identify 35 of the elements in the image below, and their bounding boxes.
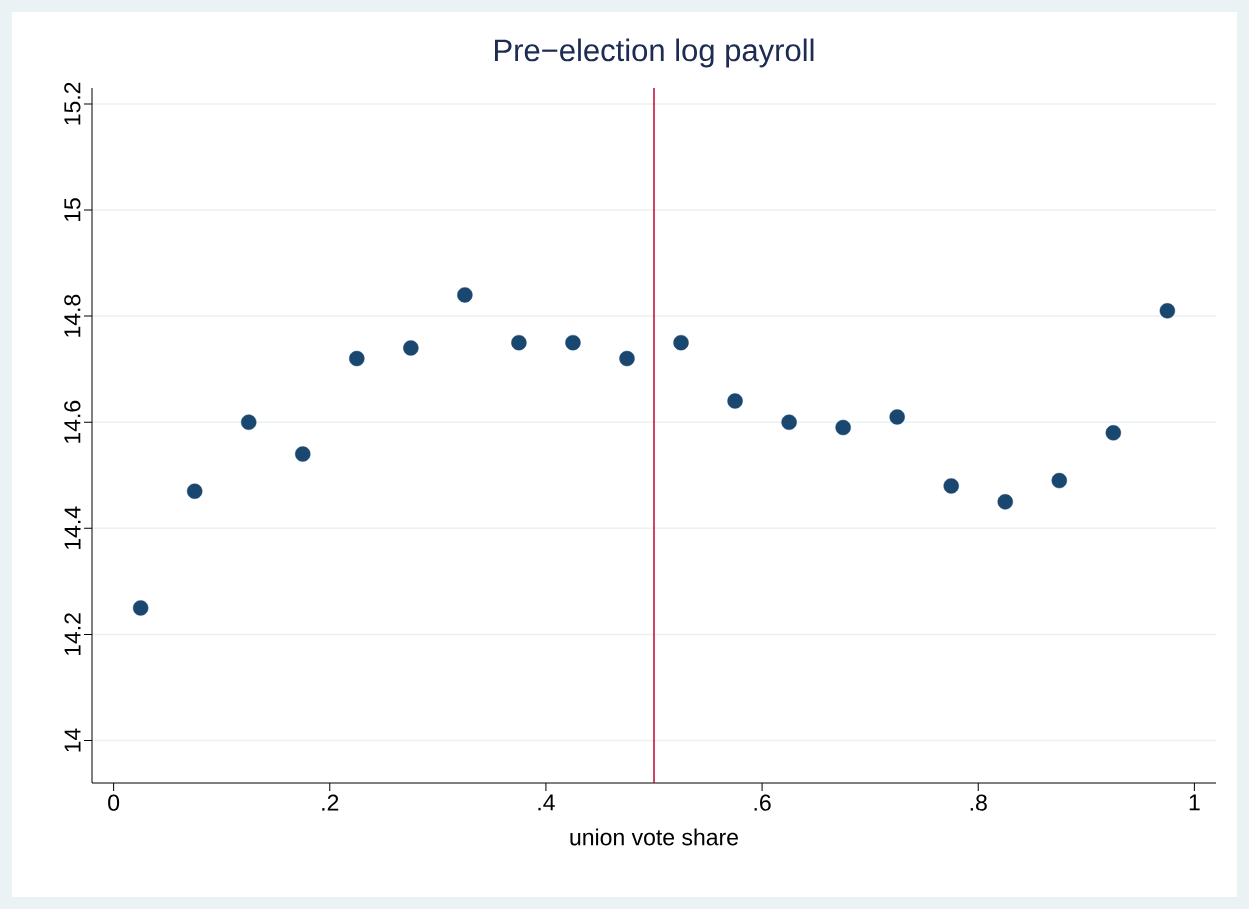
point xyxy=(295,446,311,462)
point xyxy=(781,414,797,430)
point xyxy=(835,419,851,436)
y-tick-label: 15.2 xyxy=(64,82,81,125)
x-tick-label: .2 xyxy=(322,794,339,811)
y-tick-label: 14.8 xyxy=(64,294,81,337)
point xyxy=(943,478,959,494)
point xyxy=(186,483,203,499)
point xyxy=(349,350,365,367)
y-tick-label: 14.6 xyxy=(64,400,81,443)
y-tick-label: 15 xyxy=(64,198,81,222)
x-axis-title: union vote share xyxy=(570,828,738,846)
x-tick-label: .6 xyxy=(754,794,771,811)
point xyxy=(511,334,527,351)
x-tick-label: 0 xyxy=(108,794,120,811)
x-tick-label: .4 xyxy=(538,794,555,811)
point xyxy=(997,494,1013,510)
point xyxy=(403,340,419,356)
point xyxy=(1051,472,1067,489)
point xyxy=(673,334,689,351)
y-tick-label: 14.4 xyxy=(64,506,81,549)
point xyxy=(565,334,581,351)
y-tick-label: 14.2 xyxy=(64,613,81,656)
point xyxy=(889,409,905,425)
point xyxy=(1105,425,1122,441)
point xyxy=(727,393,743,409)
x-tick-label: 1 xyxy=(1189,794,1200,811)
x-tick-label: .8 xyxy=(970,794,987,811)
y-tick-label: 14 xyxy=(64,728,81,752)
point xyxy=(241,414,257,430)
point xyxy=(132,600,149,616)
point xyxy=(619,350,635,367)
point xyxy=(1159,303,1176,319)
chart-title: Pre−election log payroll xyxy=(495,38,814,68)
point xyxy=(457,287,473,303)
